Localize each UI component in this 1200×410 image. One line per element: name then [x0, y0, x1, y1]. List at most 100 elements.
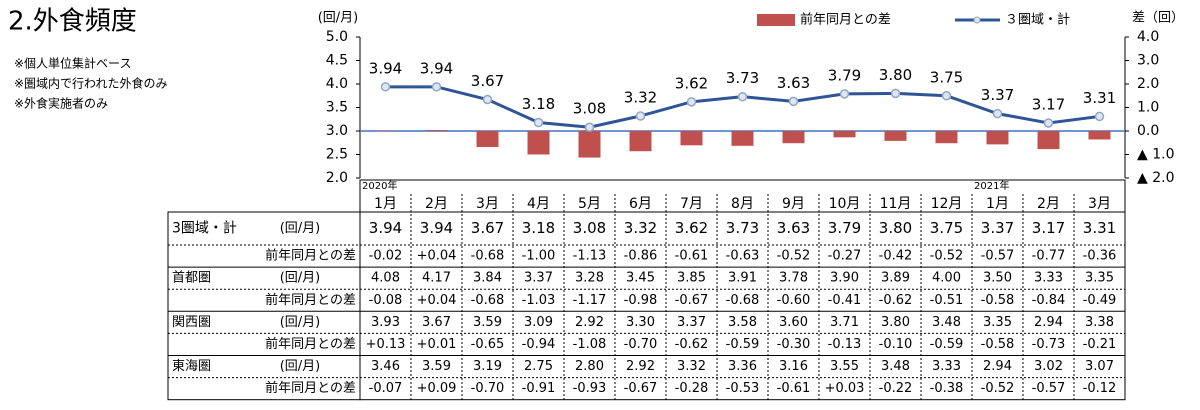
row-label: 前年同月との差 [265, 336, 356, 352]
cell: -1.13 [573, 249, 607, 264]
cell: -0.57 [1032, 381, 1066, 396]
cell: +0.01 [417, 337, 457, 352]
x-tick-label: 3月 [1088, 196, 1111, 212]
bar [527, 131, 550, 155]
data-label: 3.80 [879, 66, 912, 84]
legend-label: ３圏域・計 [1005, 12, 1070, 28]
bar [1088, 131, 1111, 140]
bar [986, 131, 1009, 145]
cell: -0.58 [981, 337, 1015, 352]
x-tick-label: 8月 [731, 196, 754, 212]
x-tick-label: 12月 [931, 196, 963, 212]
table-border [167, 211, 361, 401]
year-label: 2021年 [974, 179, 1009, 192]
cell: -0.84 [1032, 293, 1066, 308]
cell: -0.41 [828, 293, 862, 308]
point [533, 117, 544, 128]
point [839, 89, 850, 99]
cell: 3.85 [677, 271, 706, 286]
cell: 3.59 [473, 315, 502, 330]
point [482, 94, 493, 105]
y2-tick-label: ▲ 1.0 [1137, 147, 1174, 163]
cell: -1.17 [573, 293, 607, 308]
y-tick-label: 3.0 [326, 123, 348, 139]
y-tick-label: 2.5 [326, 147, 348, 163]
cell: -0.77 [1032, 249, 1066, 264]
cell: 3.79 [828, 219, 861, 237]
cell: 3.38 [1085, 315, 1114, 330]
row-label: 前年同月との差 [265, 292, 356, 308]
data-label: 3.75 [930, 68, 963, 86]
cell: -0.42 [879, 249, 913, 264]
point [584, 122, 595, 132]
cell: 3.93 [371, 315, 400, 330]
row-label: 前年同月との差 [265, 248, 356, 264]
point [890, 88, 901, 99]
cell: -0.86 [624, 249, 658, 264]
cell: -0.61 [777, 381, 811, 396]
cell: 4.17 [422, 271, 451, 286]
cell: 3.48 [881, 359, 910, 374]
data-label: 3.63 [777, 74, 810, 92]
cell: -0.68 [471, 293, 505, 308]
cell: -0.13 [828, 337, 862, 352]
y2-axis-label: 差（回） [1132, 11, 1184, 26]
x-tick-label: 4月 [527, 196, 550, 212]
cell: -0.57 [981, 249, 1015, 264]
x-tick-label: 2月 [425, 196, 448, 212]
cell: -0.51 [930, 293, 964, 308]
cell: 3.58 [728, 315, 757, 330]
cell: -0.61 [675, 249, 709, 264]
bar [680, 131, 703, 146]
point [1094, 111, 1105, 122]
row-label: 関西圏 [172, 315, 211, 330]
title: 2.外食頻度 [8, 7, 137, 37]
cell: 3.78 [779, 271, 808, 286]
cell: +0.04 [417, 249, 457, 264]
cell: 4.08 [371, 271, 400, 286]
bar [1037, 131, 1060, 150]
point [992, 108, 1003, 119]
cell: -0.60 [777, 293, 811, 308]
cell: -0.10 [879, 337, 913, 352]
cell: -0.58 [981, 293, 1015, 308]
row-label: 首都圏 [172, 271, 211, 286]
cell: -0.70 [624, 337, 658, 352]
cell: 3.07 [1085, 359, 1114, 374]
x-tick-label: 1月 [374, 196, 397, 212]
cell: -0.93 [573, 381, 607, 396]
cell: +0.04 [417, 293, 457, 308]
note: ※圏域内で行われた外食のみ [14, 76, 167, 91]
x-tick-label: 9月 [782, 196, 805, 212]
cell: +0.03 [825, 381, 865, 396]
cell: -0.36 [1083, 249, 1117, 264]
cell: 2.80 [575, 359, 604, 374]
x-tick-label: 2月 [1037, 196, 1060, 212]
cell: 3.37 [981, 219, 1014, 237]
cell: -0.94 [522, 337, 556, 352]
cell: -0.59 [930, 337, 964, 352]
cell: 3.32 [677, 359, 706, 374]
bar [578, 131, 601, 158]
cell: -0.62 [879, 293, 913, 308]
cell: 3.45 [626, 271, 655, 286]
cell: -0.98 [624, 293, 658, 308]
cell: -0.63 [726, 249, 760, 264]
data-label: 3.67 [471, 72, 504, 90]
cell: -0.67 [624, 381, 658, 396]
row-label: 3圏域・計 [172, 221, 237, 237]
cell: 3.31 [1083, 219, 1116, 237]
data-label: 3.32 [624, 88, 657, 106]
point [941, 91, 952, 101]
cell: 3.35 [983, 315, 1012, 330]
cell: -0.52 [981, 381, 1015, 396]
legend-swatch [973, 16, 981, 24]
x-tick-label: 1月 [986, 196, 1009, 212]
cell: 3.50 [983, 271, 1012, 286]
cell: -0.02 [369, 249, 403, 264]
cell: -0.30 [777, 337, 811, 352]
y-axis-label: (回/月) [318, 11, 359, 26]
cell: -0.59 [726, 337, 760, 352]
y2-tick-label: 0.0 [1137, 123, 1159, 139]
